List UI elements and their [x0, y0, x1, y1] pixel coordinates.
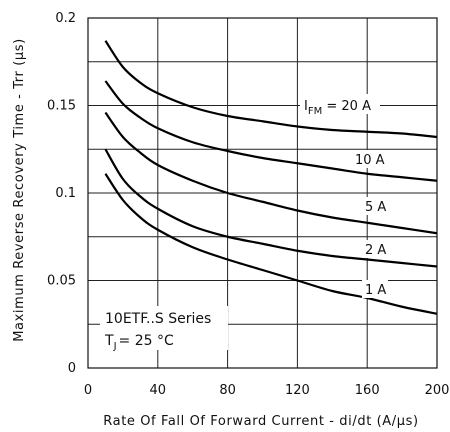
x-tick-label: 120	[285, 383, 310, 398]
x-axis-title: Rate Of Fall Of Forward Current - di/dt …	[103, 414, 418, 429]
y-axis-title: Maximum Reverse Recovery Time - Trr (µs)	[12, 38, 27, 342]
curve-label-1a: 1 A	[365, 283, 386, 298]
series-line-0	[104, 40, 438, 139]
x-tick-label: 0	[84, 383, 92, 398]
curve-label-20a: IFM = 20 A	[304, 99, 371, 117]
curve-label-2a: 2 A	[365, 243, 386, 258]
junction-temp: TJ = 25 °C	[104, 333, 174, 352]
x-tick-label: 200	[425, 383, 450, 398]
series-line-1	[104, 80, 438, 182]
x-tick-label: 80	[219, 383, 236, 398]
curve-label-5a: 5 A	[365, 200, 386, 215]
series-line-3	[104, 148, 438, 268]
y-tick-labels: 0 0.05 0.1 0.15 0.2	[47, 11, 76, 376]
plot-frame	[87, 17, 438, 369]
series-annotation: 10ETF..S Series TJ = 25 °C	[100, 306, 228, 352]
series-line-2	[104, 111, 438, 235]
series-name: 10ETF..S Series	[105, 311, 211, 327]
x-tick-labels: 0 40 80 120 160 200	[84, 383, 450, 398]
series-line-4	[104, 173, 438, 315]
curve-labels: IFM = 20 A 10 A 5 A 2 A 1 A	[300, 94, 388, 298]
y-tick-label: 0	[68, 361, 76, 376]
y-tick-label: 0.15	[47, 99, 76, 114]
x-tick-label: 40	[150, 383, 167, 398]
x-tick-label: 160	[355, 383, 380, 398]
curve-label-10a: 10 A	[355, 153, 385, 168]
y-tick-label: 0.1	[55, 186, 76, 201]
curves	[104, 40, 438, 315]
y-tick-label: 0.2	[55, 11, 76, 26]
y-tick-label: 0.05	[47, 274, 76, 289]
